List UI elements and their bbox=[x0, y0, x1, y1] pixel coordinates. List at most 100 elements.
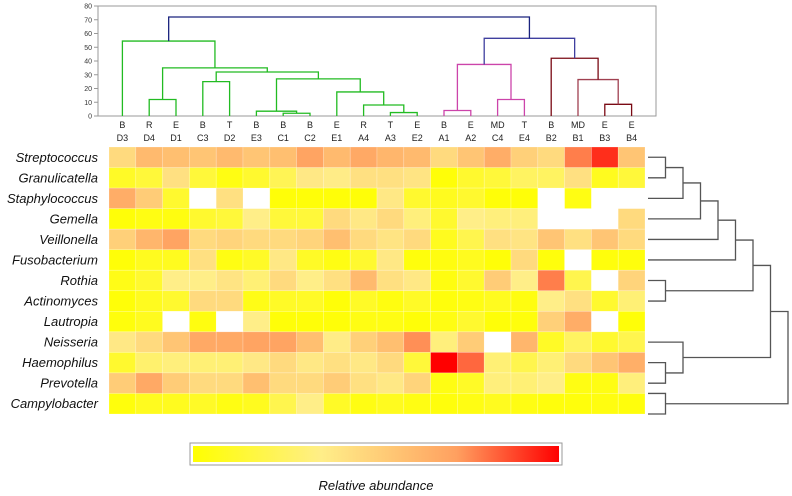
row-label: Veillonella bbox=[39, 232, 98, 247]
heatmap-cell bbox=[564, 331, 592, 353]
heatmap-cell bbox=[483, 249, 512, 271]
y-tick-label: 10 bbox=[84, 100, 92, 107]
heatmap-cell bbox=[269, 290, 297, 312]
heatmap-cell bbox=[323, 311, 351, 333]
heatmap-cell bbox=[591, 208, 619, 230]
heatmap-cell bbox=[349, 290, 378, 312]
heatmap-cell bbox=[296, 290, 324, 312]
heatmap-cell bbox=[537, 167, 565, 189]
heatmap-cell bbox=[591, 249, 619, 271]
heatmap-cell bbox=[510, 372, 539, 394]
heatmap-cell bbox=[403, 146, 431, 168]
row-label: Granulicatella bbox=[19, 170, 99, 185]
heatmap-cell bbox=[108, 393, 137, 415]
row-dendrogram bbox=[648, 156, 789, 415]
heatmap-cell bbox=[189, 352, 217, 374]
heatmap-cell bbox=[564, 249, 592, 271]
heatmap-cell bbox=[135, 311, 163, 333]
heatmap-cell bbox=[376, 311, 405, 333]
heatmap-cell bbox=[349, 331, 378, 353]
heatmap-cell bbox=[376, 208, 405, 230]
heatmap-cell bbox=[243, 188, 270, 209]
heatmap-cell bbox=[162, 290, 190, 312]
row-label: Actinomyces bbox=[23, 294, 98, 309]
column-id-label: A4 bbox=[358, 133, 369, 143]
heatmap-cell bbox=[269, 331, 297, 353]
heatmap-cell bbox=[457, 311, 485, 333]
heatmap-cells bbox=[108, 146, 646, 415]
heatmap-cell bbox=[617, 331, 646, 353]
heatmap-cell bbox=[162, 269, 190, 292]
heatmap-cell bbox=[349, 208, 378, 230]
dendrogram-branch bbox=[389, 111, 418, 116]
row-dendrogram-branch bbox=[665, 239, 754, 292]
heatmap-cell bbox=[162, 228, 190, 250]
heatmap-cell bbox=[403, 187, 431, 209]
heatmap-cell bbox=[189, 208, 217, 230]
heatmap-cell bbox=[617, 290, 646, 312]
heatmap-cell bbox=[349, 311, 378, 333]
heatmap-cell bbox=[564, 290, 592, 312]
heatmap-cell bbox=[457, 167, 485, 189]
column-group-label: B bbox=[307, 120, 313, 130]
heatmap-cell bbox=[242, 208, 271, 230]
column-group-label: E bbox=[468, 120, 474, 130]
column-dendrogram: 0 10 20 30 40 50 60 70 80 bbox=[84, 4, 657, 121]
heatmap-cell bbox=[430, 372, 458, 394]
column-id-label: E3 bbox=[251, 133, 262, 143]
dendrogram-branch bbox=[550, 57, 599, 116]
heatmap-cell bbox=[483, 393, 512, 415]
heatmap-cell bbox=[537, 249, 565, 271]
heatmap-cell bbox=[296, 269, 324, 292]
heatmap-cell bbox=[617, 393, 646, 415]
heatmap-cell bbox=[296, 208, 324, 230]
heatmap-cell bbox=[376, 167, 405, 189]
column-group-label: B bbox=[280, 120, 286, 130]
heatmap-cell bbox=[376, 393, 405, 415]
heatmap-cell bbox=[242, 352, 271, 374]
heatmap-cell bbox=[108, 146, 137, 168]
row-dendrogram-branch bbox=[665, 310, 789, 405]
heatmap-cell bbox=[483, 167, 512, 189]
heatmap-cell bbox=[537, 311, 565, 333]
heatmap-cell bbox=[189, 228, 217, 250]
heatmap-cell bbox=[296, 311, 324, 333]
heatmap-cell bbox=[430, 290, 458, 312]
heatmap-cell bbox=[618, 188, 645, 209]
heatmap-cell bbox=[269, 372, 297, 394]
dendrogram-branch bbox=[496, 98, 526, 116]
y-tick-label: 60 bbox=[84, 31, 92, 38]
column-group-label: B bbox=[200, 120, 206, 130]
heatmap-cell bbox=[296, 249, 324, 271]
heatmap-cell bbox=[162, 187, 190, 209]
dendrogram-branch bbox=[336, 91, 385, 116]
heatmap-cell bbox=[108, 269, 137, 292]
column-group-label: E bbox=[334, 120, 340, 130]
y-tick-label: 40 bbox=[84, 59, 92, 66]
row-dendrogram-branch bbox=[648, 362, 667, 384]
column-id-label: B3 bbox=[599, 133, 610, 143]
heatmap-cell bbox=[135, 208, 163, 230]
heatmap-cell bbox=[457, 372, 485, 394]
row-label: Neisseria bbox=[44, 335, 98, 350]
heatmap-cell bbox=[323, 228, 351, 250]
heatmap-cell bbox=[108, 208, 137, 230]
heatmap-cell bbox=[591, 352, 619, 374]
column-id-label: B4 bbox=[626, 133, 637, 143]
column-id-label: D2 bbox=[224, 133, 236, 143]
heatmap-cell bbox=[349, 249, 378, 271]
y-tick-label: 20 bbox=[84, 86, 92, 93]
heatmap-cell bbox=[189, 290, 217, 312]
heatmap-cell bbox=[564, 146, 592, 168]
heatmap-cell bbox=[135, 249, 163, 271]
heatmap-cell bbox=[162, 249, 190, 271]
heatmap-cell bbox=[457, 269, 485, 292]
column-id-label: A2 bbox=[465, 133, 476, 143]
heatmap-cell bbox=[510, 187, 539, 209]
column-group-label: E bbox=[173, 120, 179, 130]
heatmap-cell bbox=[189, 249, 217, 271]
heatmap-cell bbox=[189, 372, 217, 394]
column-group-label: B bbox=[253, 120, 259, 130]
heatmap-cell bbox=[296, 331, 324, 353]
